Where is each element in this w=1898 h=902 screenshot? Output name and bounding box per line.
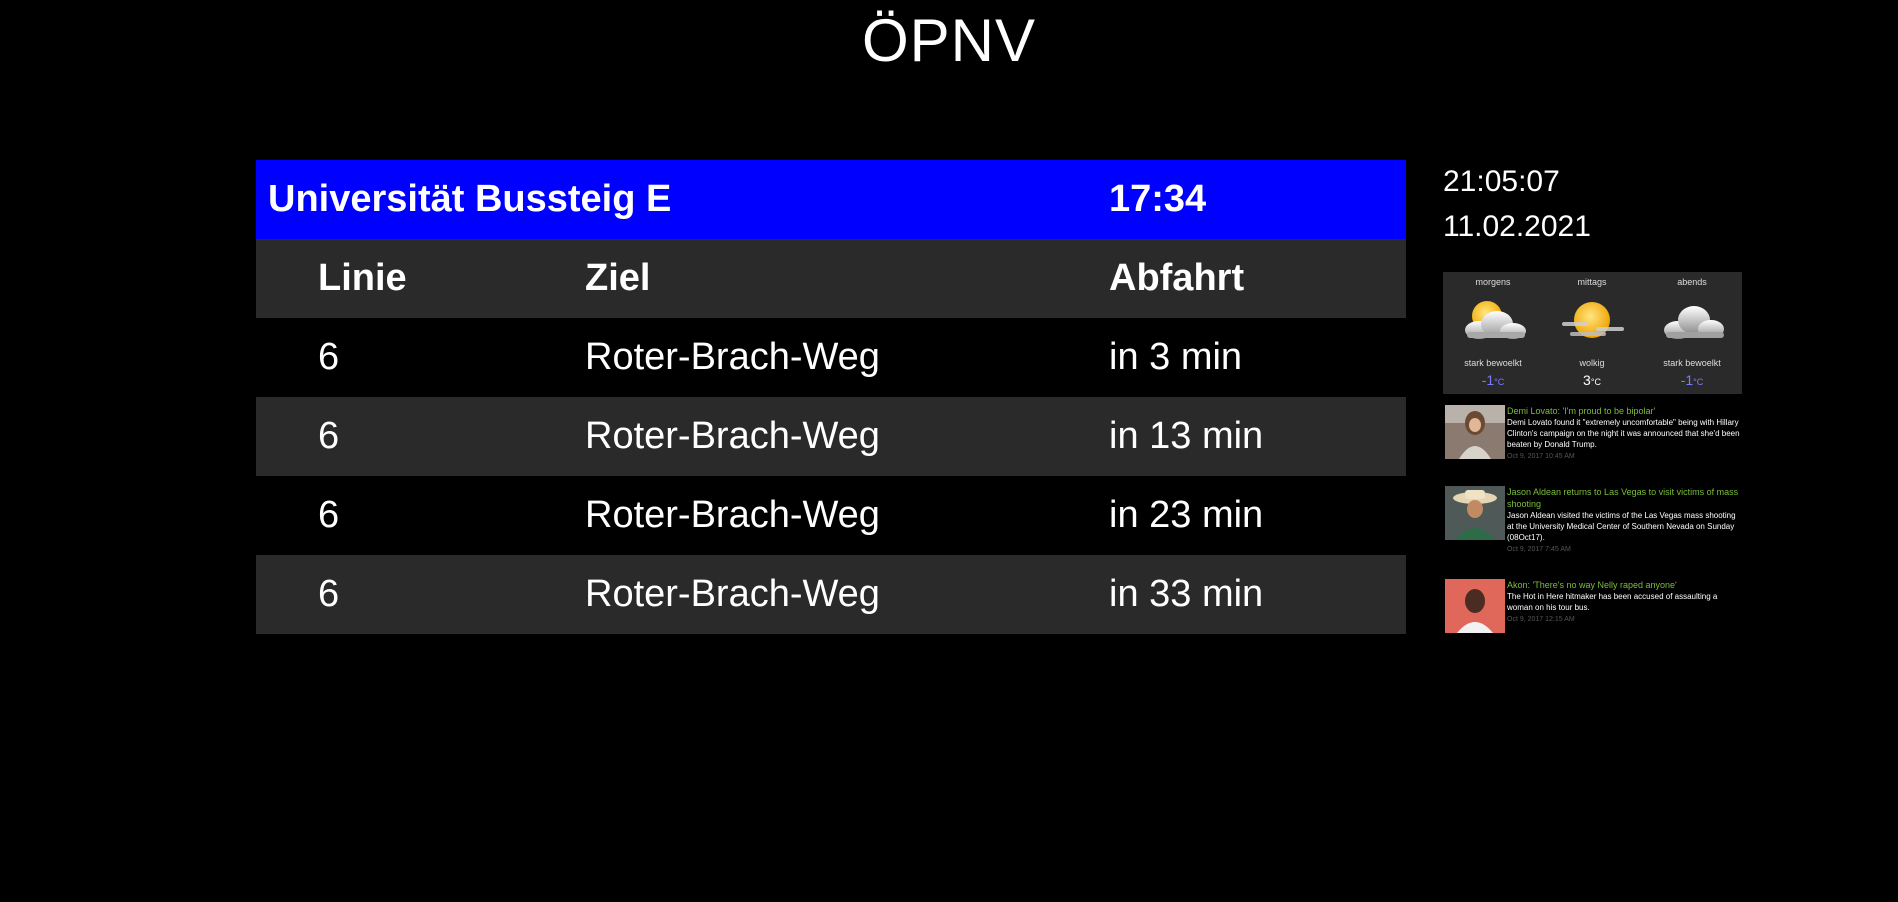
column-header-departure: Abfahrt <box>1109 257 1245 299</box>
weather-temperature: -1°C <box>1445 372 1541 388</box>
departure-line: 6 <box>318 494 340 536</box>
weather-evening: abends stark bewoelkt -1°C <box>1644 272 1740 394</box>
departure-time: in 33 min <box>1109 573 1264 615</box>
departure-board: Universität Bussteig E 17:34 Linie Ziel … <box>256 160 1406 634</box>
weather-period-label: mittags <box>1577 277 1607 287</box>
news-item[interactable]: Jason Aldean returns to Las Vegas to vis… <box>1445 486 1745 560</box>
departure-time: in 3 min <box>1109 336 1243 378</box>
news-thumbnail <box>1445 486 1505 540</box>
news-date: Oct 9, 2017 7:45 AM <box>1507 546 1571 553</box>
departure-time: in 23 min <box>1109 494 1264 536</box>
weather-description: wolkig <box>1579 358 1605 368</box>
temperature-value: -1 <box>1481 372 1495 388</box>
temperature-unit: °C <box>1590 377 1601 387</box>
weather-temperature: 3°C <box>1544 372 1640 388</box>
weather-morning: morgens stark bewoelk <box>1445 272 1541 394</box>
station-name: Universität Bussteig E <box>268 178 672 220</box>
cloud-icon <box>1664 306 1724 339</box>
weather-temperature: -1°C <box>1644 372 1740 388</box>
departure-line: 6 <box>318 336 340 378</box>
departure-row: 6 Roter-Brach-Weg in 23 min <box>256 476 1406 555</box>
station-header: Universität Bussteig E 17:34 <box>256 160 1406 239</box>
column-header-row: Linie Ziel Abfahrt <box>256 239 1406 318</box>
temperature-unit: °C <box>1693 377 1704 387</box>
departure-line: 6 <box>318 573 340 615</box>
weather-period-label: abends <box>1677 277 1707 287</box>
departure-row: 6 Roter-Brach-Weg in 3 min <box>256 318 1406 397</box>
weather-description: stark bewoelkt <box>1663 358 1721 368</box>
departure-destination: Roter-Brach-Weg <box>585 494 880 536</box>
departure-row: 6 Roter-Brach-Weg in 33 min <box>256 555 1406 634</box>
weather-noon: mittags wolkig 3°C <box>1544 272 1640 394</box>
column-header-destination: Ziel <box>585 257 651 299</box>
temperature-value: 3 <box>1583 372 1591 388</box>
departure-time: in 13 min <box>1109 415 1264 457</box>
news-title: Akon: 'There's no way Nelly raped anyone… <box>1507 580 1677 590</box>
clock-date: 11.02.2021 <box>1443 210 1591 243</box>
weather-period-label: morgens <box>1475 277 1511 287</box>
page-title: ÖPNV <box>861 7 1037 74</box>
news-body: Demi Lovato: 'I'm proud to be bipolar' D… <box>1507 405 1742 462</box>
news-date: Oct 9, 2017 10:45 AM <box>1507 453 1575 460</box>
news-body: Jason Aldean returns to Las Vegas to vis… <box>1507 486 1742 555</box>
weather-widget: morgens stark bewoelk <box>1443 272 1742 394</box>
station-time: 17:34 <box>1109 178 1207 220</box>
news-thumbnail <box>1445 579 1505 633</box>
news-body: Akon: 'There's no way Nelly raped anyone… <box>1507 579 1742 625</box>
temperature-unit: °C <box>1494 377 1505 387</box>
weather-description: stark bewoelkt <box>1464 358 1522 368</box>
news-thumbnail <box>1445 405 1505 459</box>
news-date: Oct 9, 2017 12:15 AM <box>1507 616 1575 623</box>
news-title: Demi Lovato: 'I'm proud to be bipolar' <box>1507 406 1656 416</box>
sun-with-haze-icon <box>1562 302 1624 338</box>
departure-destination: Roter-Brach-Weg <box>585 336 880 378</box>
news-text: The Hot in Here hitmaker has been accuse… <box>1507 592 1718 612</box>
clock-time: 21:05:07 <box>1443 165 1560 198</box>
departure-destination: Roter-Brach-Weg <box>585 415 880 457</box>
news-text: Demi Lovato found it "extremely uncomfor… <box>1507 418 1740 449</box>
news-item[interactable]: Akon: 'There's no way Nelly raped anyone… <box>1445 579 1745 635</box>
temperature-value: -1 <box>1680 372 1694 388</box>
column-header-line: Linie <box>318 257 407 299</box>
news-item[interactable]: Demi Lovato: 'I'm proud to be bipolar' D… <box>1445 405 1745 467</box>
departure-destination: Roter-Brach-Weg <box>585 573 880 615</box>
sun-behind-cloud-icon <box>1465 301 1526 339</box>
news-text: Jason Aldean visited the victims of the … <box>1507 511 1736 542</box>
departure-row: 6 Roter-Brach-Weg in 13 min <box>256 397 1406 476</box>
departure-line: 6 <box>318 415 340 457</box>
news-title: Jason Aldean returns to Las Vegas to vis… <box>1507 487 1739 509</box>
